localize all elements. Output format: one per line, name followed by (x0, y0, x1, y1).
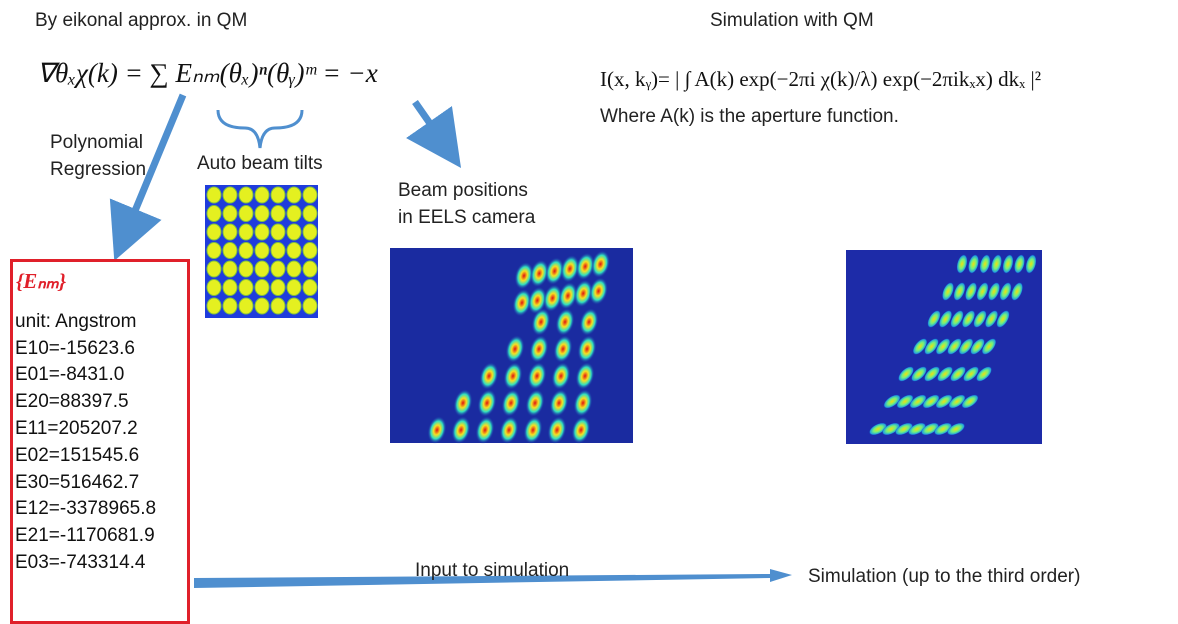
spot (223, 261, 237, 277)
spot (287, 261, 301, 277)
spot (303, 243, 317, 259)
heading: By eikonal approx. in QM (35, 10, 247, 32)
label: Simulation (up to the third order) (808, 566, 1080, 588)
spot (287, 187, 301, 203)
spot (239, 243, 253, 259)
spot (303, 298, 317, 314)
spot (271, 280, 285, 296)
spot (223, 206, 237, 222)
spot (223, 224, 237, 240)
spot (239, 206, 253, 222)
spot (287, 206, 301, 222)
spot (223, 187, 237, 203)
spot (255, 298, 269, 314)
box-title: {Eₙₘ} (16, 268, 187, 295)
unit: unit: Angstrom (15, 309, 187, 336)
coefficient: E01=-8431.0 (15, 362, 187, 389)
spot (303, 206, 317, 222)
coefficient: E30=516462.7 (15, 470, 187, 497)
spot (239, 298, 253, 314)
arrow (415, 102, 445, 145)
spot (303, 224, 317, 240)
brace (218, 110, 302, 148)
spot (239, 224, 253, 240)
spot (239, 187, 253, 203)
spot (223, 280, 237, 296)
coefficient: E20=88397.5 (15, 389, 187, 416)
spot (239, 280, 253, 296)
spot (207, 187, 221, 203)
label: Beam positions (398, 180, 528, 202)
spot (223, 298, 237, 314)
spot (271, 187, 285, 203)
spot (255, 224, 269, 240)
spot (287, 280, 301, 296)
spot (271, 224, 285, 240)
spot (271, 243, 285, 259)
spot (271, 261, 285, 277)
spot (255, 261, 269, 277)
spot (255, 206, 269, 222)
spot (223, 243, 237, 259)
spot (207, 280, 221, 296)
equation: ∇θₓχ(k) = ∑ Eₙₘ(θₓ)ⁿ(θᵧ)ᵐ = −x (37, 58, 378, 89)
label: Auto beam tilts (197, 153, 323, 175)
coefficient-box: {Eₙₘ} unit: Angstrom E10=-15623.6E01=-84… (10, 259, 190, 624)
coefficient: E10=-15623.6 (15, 336, 187, 363)
label: Regression (50, 159, 146, 181)
coefficient: E21=-1170681.9 (15, 523, 187, 550)
label: Input to simulation (415, 560, 569, 582)
heading: Simulation with QM (710, 10, 874, 32)
coefficient: E03=-743314.4 (15, 550, 187, 577)
label: in EELS camera (398, 207, 535, 229)
spot (255, 280, 269, 296)
equation: I(x, kᵧ)= | ∫ A(k) exp(−2πi χ(k)/λ) exp(… (600, 67, 1041, 92)
spot (207, 224, 221, 240)
page: By eikonal approx. in QM ∇θₓχ(k) = ∑ Eₙₘ… (0, 0, 1178, 618)
spot (303, 261, 317, 277)
spot (303, 280, 317, 296)
spot (271, 298, 285, 314)
spot (207, 298, 221, 314)
spot (287, 224, 301, 240)
spot (255, 243, 269, 259)
coefficient: E11=205207.2 (15, 416, 187, 443)
spot (207, 243, 221, 259)
spot (271, 206, 285, 222)
note: Where A(k) is the aperture function. (600, 106, 899, 128)
spot (255, 187, 269, 203)
spot (287, 298, 301, 314)
coefficient: E12=-3378965.8 (15, 496, 187, 523)
coefficient: E02=151545.6 (15, 443, 187, 470)
spot (287, 243, 301, 259)
spot (207, 261, 221, 277)
spot (207, 206, 221, 222)
label: Polynomial (50, 132, 143, 154)
spot (239, 261, 253, 277)
spot (303, 187, 317, 203)
